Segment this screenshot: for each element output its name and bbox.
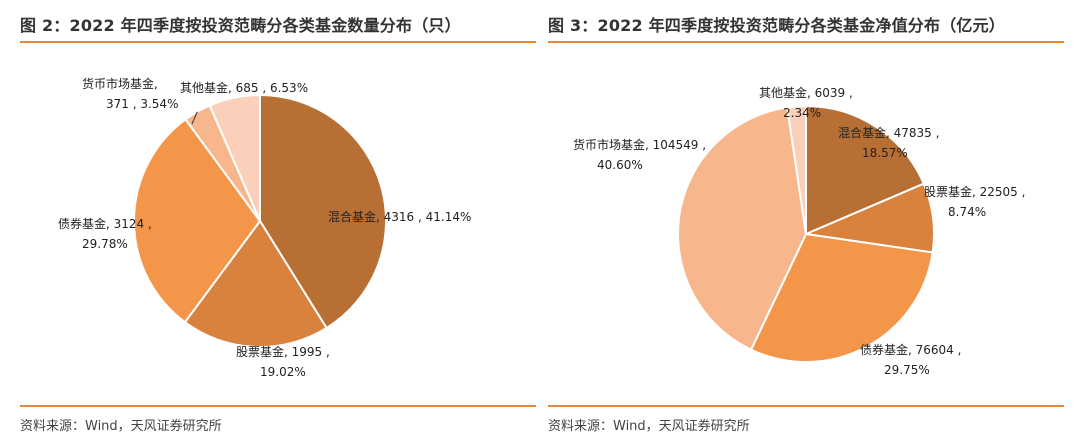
data-label: 债券基金, 3124 , 29.78% [58, 216, 152, 251]
title-rule [20, 41, 536, 43]
leader-line [191, 111, 198, 125]
data-label: 货币市场基金, 104549 , 40.60% [573, 137, 706, 172]
data-label: 其他基金, 6039 , 2.34% [759, 85, 853, 120]
source-rule [20, 405, 536, 407]
pie-slice-2 [133, 117, 262, 324]
pie-chart-fund-count: 混合基金, 4316 , 41.14% 股票基金, 1995 , 19.02% 债券基… [58, 76, 471, 379]
title-rule [548, 41, 1064, 43]
pie-chart-fund-nav: 混合基金, 47835 , 18.57% 股票基金, 22505 , 8.74% 债券基… [573, 85, 1025, 377]
pie-slice-3 [677, 106, 808, 351]
pie-slice-2 [749, 232, 934, 363]
chart-panel-fund-nav: 图 3：2022 年四季度按投资范畴分各类基金净值分布（亿元） 混合基金, 47… [548, 0, 1064, 441]
data-label: 股票基金, 22505 , 8.74% [924, 184, 1025, 219]
source-note: 资料来源：Wind，天风证券研究所 [548, 419, 750, 434]
chart-title: 图 3：2022 年四季度按投资范畴分各类基金净值分布（亿元） [548, 16, 1006, 35]
pie-slice-0 [805, 104, 926, 236]
data-label: 货币市场基金, 371 , 3.54% [82, 76, 178, 111]
data-label: 股票基金, 1995 , 19.02% [236, 344, 330, 379]
data-label: 混合基金, 47835 , 18.57% [838, 125, 939, 160]
chart-panel-fund-count: 图 2：2022 年四季度按投资范畴分各类基金数量分布（只） 混合基金, 431… [20, 0, 536, 441]
chart-title: 图 2：2022 年四季度按投资范畴分各类基金数量分布（只） [20, 16, 461, 35]
data-label: 其他基金, 685 , 6.53% [180, 80, 308, 95]
data-label: 债券基金, 76604 , 29.75% [860, 342, 961, 377]
pie-slice-4 [208, 93, 261, 222]
data-label: 混合基金, 4316 , 41.14% [328, 209, 471, 224]
pie-slice-4 [786, 104, 807, 235]
source-rule [548, 405, 1064, 407]
source-note: 资料来源：Wind，天风证券研究所 [20, 419, 222, 434]
pie-slice-1 [183, 219, 328, 349]
